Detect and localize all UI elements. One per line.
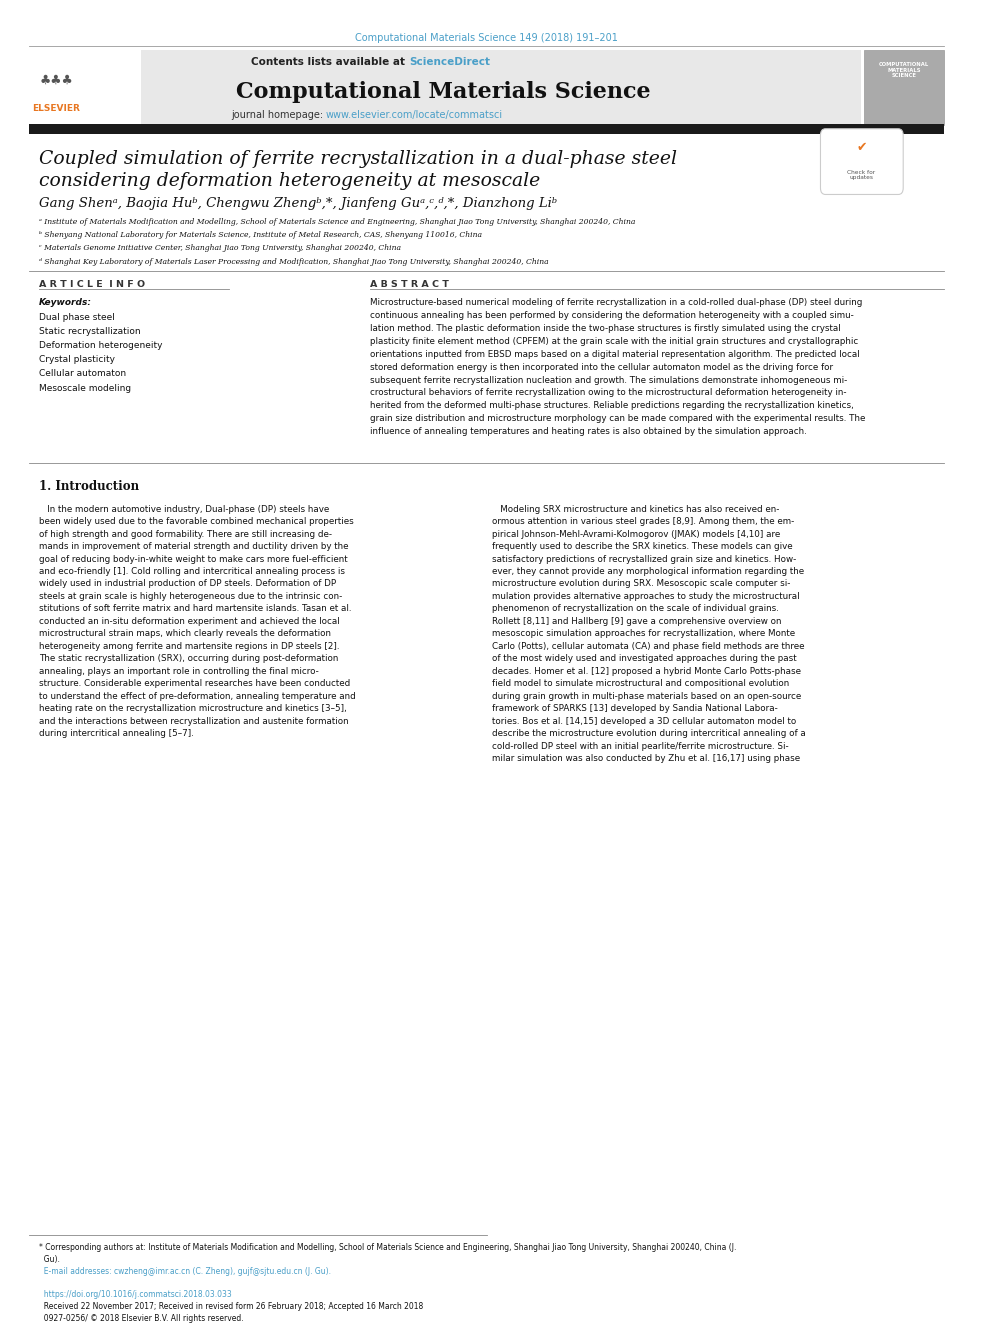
Text: A B S T R A C T: A B S T R A C T [370, 280, 448, 288]
Text: during intercritical annealing [5–7].: during intercritical annealing [5–7]. [39, 729, 193, 738]
Text: phenomenon of recrystallization on the scale of individual grains.: phenomenon of recrystallization on the s… [491, 605, 779, 614]
Text: describe the microstructure evolution during intercritical annealing of a: describe the microstructure evolution du… [491, 729, 806, 738]
Text: during grain growth in multi-phase materials based on an open-source: during grain growth in multi-phase mater… [491, 692, 801, 701]
Text: framework of SPARKS [13] developed by Sandia National Labora-: framework of SPARKS [13] developed by Sa… [491, 704, 778, 713]
Text: widely used in industrial production of DP steels. Deformation of DP: widely used in industrial production of … [39, 579, 336, 589]
Text: stitutions of soft ferrite matrix and hard martensite islands. Tasan et al.: stitutions of soft ferrite matrix and ha… [39, 605, 351, 614]
Text: ELSEVIER: ELSEVIER [33, 103, 80, 112]
Text: Check for
updates: Check for updates [847, 169, 875, 180]
Bar [29, 123, 944, 134]
Text: ᵈ Shanghai Key Laboratory of Materials Laser Processing and Modification, Shangh: ᵈ Shanghai Key Laboratory of Materials L… [39, 258, 549, 266]
Text: Microstructure-based numerical modeling of ferrite recrystallization in a cold-r: Microstructure-based numerical modeling … [370, 298, 862, 307]
Text: Gang Shenᵃ, Baojia Huᵇ, Chengwu Zhengᵇ,*, Jianfeng Guᵃ,ᶜ,ᵈ,*, Dianzhong Liᵇ: Gang Shenᵃ, Baojia Huᵇ, Chengwu Zhengᵇ,*… [39, 197, 558, 210]
Text: 1. Introduction: 1. Introduction [39, 480, 139, 492]
Text: Computational Materials Science: Computational Materials Science [235, 82, 650, 103]
Text: conducted an in-situ deformation experiment and achieved the local: conducted an in-situ deformation experim… [39, 617, 339, 626]
Text: herited from the deformed multi-phase structures. Reliable predictions regarding: herited from the deformed multi-phase st… [370, 401, 853, 410]
Text: Dual phase steel: Dual phase steel [39, 312, 115, 321]
Text: continuous annealing has been performed by considering the deformation heterogen: continuous annealing has been performed … [370, 311, 853, 320]
Text: lation method. The plastic deformation inside the two-phase structures is firstl: lation method. The plastic deformation i… [370, 324, 840, 333]
Text: ever, they cannot provide any morphological information regarding the: ever, they cannot provide any morphologi… [491, 568, 804, 576]
Text: microstructural strain maps, which clearly reveals the deformation: microstructural strain maps, which clear… [39, 630, 331, 639]
Text: COMPUTATIONAL
MATERIALS
SCIENCE: COMPUTATIONAL MATERIALS SCIENCE [879, 62, 930, 78]
Text: 0927-0256/ © 2018 Elsevier B.V. All rights reserved.: 0927-0256/ © 2018 Elsevier B.V. All righ… [39, 1314, 244, 1323]
Text: cold-rolled DP steel with an initial pearlite/ferrite microstructure. Si-: cold-rolled DP steel with an initial pea… [491, 742, 788, 750]
Text: ScienceDirect: ScienceDirect [409, 57, 490, 66]
Text: Cellular automaton: Cellular automaton [39, 369, 126, 378]
Text: ᵇ Shenyang National Laboratory for Materials Science, Institute of Metal Researc: ᵇ Shenyang National Laboratory for Mater… [39, 232, 482, 239]
Text: field model to simulate microstructural and compositional evolution: field model to simulate microstructural … [491, 679, 789, 688]
Text: https://doi.org/10.1016/j.commatsci.2018.03.033: https://doi.org/10.1016/j.commatsci.2018… [39, 1290, 232, 1299]
Text: In the modern automotive industry, Dual-phase (DP) steels have: In the modern automotive industry, Dual-… [39, 504, 329, 513]
Text: milar simulation was also conducted by Zhu et al. [16,17] using phase: milar simulation was also conducted by Z… [491, 754, 800, 763]
Text: structure. Considerable experimental researches have been conducted: structure. Considerable experimental res… [39, 679, 350, 688]
Text: * Corresponding authors at: Institute of Materials Modification and Modelling, S: * Corresponding authors at: Institute of… [39, 1244, 736, 1252]
Text: frequently used to describe the SRX kinetics. These models can give: frequently used to describe the SRX kine… [491, 542, 793, 550]
Text: annealing, plays an important role in controlling the final micro-: annealing, plays an important role in co… [39, 667, 318, 676]
Text: ✔: ✔ [856, 140, 867, 153]
Text: to understand the effect of pre-deformation, annealing temperature and: to understand the effect of pre-deformat… [39, 692, 356, 701]
Text: goal of reducing body-in-white weight to make cars more fuel-efficient: goal of reducing body-in-white weight to… [39, 554, 347, 564]
Text: tories. Bos et al. [14,15] developed a 3D cellular automaton model to: tories. Bos et al. [14,15] developed a 3… [491, 717, 796, 726]
Text: mulation provides alternative approaches to study the microstructural: mulation provides alternative approaches… [491, 591, 800, 601]
Text: Keywords:: Keywords: [39, 298, 92, 307]
Text: satisfactory predictions of recrystallized grain size and kinetics. How-: satisfactory predictions of recrystalliz… [491, 554, 796, 564]
Text: www.elsevier.com/locate/commatsci: www.elsevier.com/locate/commatsci [326, 110, 503, 120]
Text: influence of annealing temperatures and heating rates is also obtained by the si: influence of annealing temperatures and … [370, 427, 806, 437]
Text: decades. Homer et al. [12] proposed a hybrid Monte Carlo Potts-phase: decades. Homer et al. [12] proposed a hy… [491, 667, 801, 676]
Text: ♣♣♣: ♣♣♣ [40, 74, 73, 86]
FancyBboxPatch shape [29, 50, 861, 124]
Text: crostructural behaviors of ferrite recrystallization owing to the microstructura: crostructural behaviors of ferrite recry… [370, 389, 846, 397]
Text: considering deformation heterogeneity at mesoscale: considering deformation heterogeneity at… [39, 172, 541, 191]
FancyBboxPatch shape [29, 50, 141, 124]
FancyBboxPatch shape [864, 50, 944, 124]
Text: Computational Materials Science 149 (2018) 191–201: Computational Materials Science 149 (201… [355, 33, 618, 42]
Text: and the interactions between recrystallization and austenite formation: and the interactions between recrystalli… [39, 717, 348, 726]
Text: been widely used due to the favorable combined mechanical properties: been widely used due to the favorable co… [39, 517, 354, 527]
Text: Crystal plasticity: Crystal plasticity [39, 356, 115, 364]
Text: ᶜ Materials Genome Initiative Center, Shanghai Jiao Tong University, Shanghai 20: ᶜ Materials Genome Initiative Center, Sh… [39, 245, 401, 253]
Text: microstructure evolution during SRX. Mesoscopic scale computer si-: microstructure evolution during SRX. Mes… [491, 579, 790, 589]
Text: steels at grain scale is highly heterogeneous due to the intrinsic con-: steels at grain scale is highly heteroge… [39, 591, 342, 601]
Text: The static recrystallization (SRX), occurring during post-deformation: The static recrystallization (SRX), occu… [39, 655, 338, 663]
Text: ᵃ Institute of Materials Modification and Modelling, School of Materials Science: ᵃ Institute of Materials Modification an… [39, 218, 635, 226]
Text: Carlo (Potts), cellular automata (CA) and phase field methods are three: Carlo (Potts), cellular automata (CA) an… [491, 642, 804, 651]
Text: Contents lists available at: Contents lists available at [251, 57, 409, 66]
Text: pirical Johnson-Mehl-Avrami-Kolmogorov (JMAK) models [4,10] are: pirical Johnson-Mehl-Avrami-Kolmogorov (… [491, 529, 780, 538]
Text: subsequent ferrite recrystallization nucleation and growth. The simulations demo: subsequent ferrite recrystallization nuc… [370, 376, 847, 385]
Text: grain size distribution and microstructure morphology can be made compared with : grain size distribution and microstructu… [370, 414, 865, 423]
Text: Modeling SRX microstructure and kinetics has also received en-: Modeling SRX microstructure and kinetics… [491, 504, 779, 513]
Text: Received 22 November 2017; Received in revised form 26 February 2018; Accepted 1: Received 22 November 2017; Received in r… [39, 1302, 424, 1311]
FancyBboxPatch shape [820, 128, 903, 194]
Text: and eco-friendly [1]. Cold rolling and intercritical annealing process is: and eco-friendly [1]. Cold rolling and i… [39, 568, 345, 576]
Text: A R T I C L E  I N F O: A R T I C L E I N F O [39, 280, 145, 288]
Text: Rollett [8,11] and Hallberg [9] gave a comprehensive overview on: Rollett [8,11] and Hallberg [9] gave a c… [491, 617, 781, 626]
Text: Deformation heterogeneity: Deformation heterogeneity [39, 341, 163, 351]
Text: Static recrystallization: Static recrystallization [39, 327, 141, 336]
Text: plasticity finite element method (CPFEM) at the grain scale with the initial gra: plasticity finite element method (CPFEM)… [370, 337, 858, 345]
Text: of the most widely used and investigated approaches during the past: of the most widely used and investigated… [491, 655, 797, 663]
Text: journal homepage:: journal homepage: [231, 110, 326, 120]
Text: Mesoscale modeling: Mesoscale modeling [39, 384, 131, 393]
Text: orientations inputted from EBSD maps based on a digital material representation : orientations inputted from EBSD maps bas… [370, 349, 860, 359]
Text: Coupled simulation of ferrite recrystallization in a dual-phase steel: Coupled simulation of ferrite recrystall… [39, 149, 677, 168]
Text: heating rate on the recrystallization microstructure and kinetics [3–5],: heating rate on the recrystallization mi… [39, 704, 346, 713]
Text: heterogeneity among ferrite and martensite regions in DP steels [2].: heterogeneity among ferrite and martensi… [39, 642, 339, 651]
Text: stored deformation energy is then incorporated into the cellular automaton model: stored deformation energy is then incorp… [370, 363, 833, 372]
Text: Gu).: Gu). [39, 1256, 60, 1263]
Text: mands in improvement of material strength and ductility driven by the: mands in improvement of material strengt… [39, 542, 348, 550]
Text: mesoscopic simulation approaches for recrystallization, where Monte: mesoscopic simulation approaches for rec… [491, 630, 795, 639]
Text: of high strength and good formability. There are still increasing de-: of high strength and good formability. T… [39, 529, 332, 538]
Text: ormous attention in various steel grades [8,9]. Among them, the em-: ormous attention in various steel grades… [491, 517, 794, 527]
Text: E-mail addresses: cwzheng@imr.ac.cn (C. Zheng), gujf@sjtu.edu.cn (J. Gu).: E-mail addresses: cwzheng@imr.ac.cn (C. … [39, 1266, 331, 1275]
